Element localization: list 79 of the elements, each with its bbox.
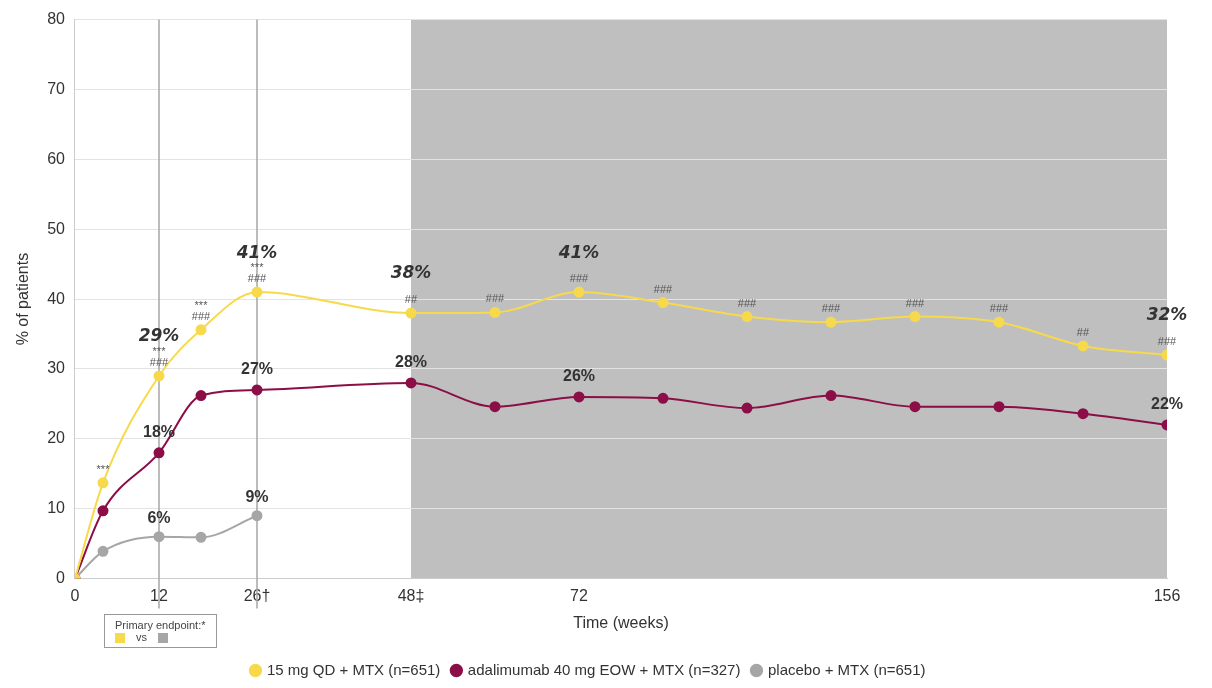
- y-tick-label: 50: [47, 219, 66, 237]
- data-label: 41%: [557, 241, 600, 262]
- data-label: 32%: [1146, 304, 1188, 325]
- annotation: ###: [191, 309, 212, 322]
- annotation: ###: [485, 292, 506, 305]
- annotation: ###: [653, 282, 674, 295]
- legend-label: placebo + MTX (n=651): [767, 660, 926, 678]
- point: [657, 392, 669, 404]
- point: [97, 545, 109, 557]
- point: [97, 505, 109, 517]
- x-tick-label: 48‡: [397, 586, 425, 604]
- point: [195, 324, 207, 336]
- data-label: 38%: [390, 262, 432, 283]
- x-axis-title: Time (weeks): [573, 613, 669, 631]
- data-label: 27%: [240, 360, 274, 378]
- point: [489, 401, 501, 413]
- point: [1077, 340, 1089, 352]
- point: [1077, 408, 1089, 420]
- point: [251, 286, 263, 298]
- point: [195, 531, 207, 543]
- point: [993, 401, 1005, 413]
- annotation: ###: [149, 355, 170, 368]
- point: [405, 377, 417, 389]
- annotation: ***: [152, 344, 167, 357]
- data-label: 29%: [138, 325, 180, 346]
- point: [153, 370, 165, 382]
- data-label: 22%: [1150, 395, 1184, 413]
- data-label: 26%: [562, 367, 596, 385]
- data-label: 28%: [394, 353, 428, 371]
- y-axis-title: % of patients: [14, 252, 32, 346]
- annotation: ###: [989, 302, 1010, 315]
- point: [489, 306, 501, 318]
- point: [741, 311, 753, 323]
- x-tick-label: 0: [70, 586, 80, 604]
- point: [825, 390, 837, 402]
- point: [993, 316, 1005, 328]
- point: [825, 316, 837, 328]
- annotation: ***: [250, 261, 265, 274]
- y-tick-label: 10: [47, 499, 66, 517]
- annotation: ###: [569, 272, 590, 285]
- legend-label: 15 mg QD + MTX (n=651): [266, 660, 441, 678]
- point: [153, 447, 165, 459]
- point: [741, 402, 753, 414]
- x-tick-label: 72: [570, 586, 588, 604]
- y-tick-label: 0: [56, 569, 66, 587]
- annotation: ##: [404, 293, 418, 306]
- point: [909, 401, 921, 413]
- annotation: ###: [821, 302, 842, 315]
- y-tick-label: 60: [47, 149, 66, 167]
- x-tick-label: 26†: [243, 586, 271, 604]
- text: vs: [136, 631, 148, 643]
- point: [195, 390, 207, 402]
- annotation: ###: [1157, 335, 1178, 348]
- data-label: 9%: [245, 488, 269, 506]
- legend-label: adalimumab 40 mg EOW + MTX (n=327): [467, 660, 741, 678]
- point: [909, 311, 921, 323]
- y-tick-label: 30: [47, 359, 66, 377]
- annotation: ##: [1076, 325, 1090, 338]
- point: [405, 307, 417, 319]
- point: [573, 391, 585, 403]
- annotation: ***: [194, 298, 209, 311]
- data-label: 41%: [235, 241, 278, 262]
- annotation: ###: [247, 272, 268, 285]
- point: [573, 286, 585, 298]
- annotation: ###: [737, 296, 758, 309]
- text: Primary endpoint:*: [115, 619, 206, 631]
- point: [657, 297, 669, 309]
- point: [251, 384, 263, 396]
- x-tick-label: 12: [150, 586, 168, 604]
- point: [251, 510, 263, 522]
- data-label: 6%: [147, 509, 171, 527]
- y-tick-label: 70: [47, 79, 66, 97]
- y-tick-label: 20: [47, 429, 66, 447]
- point: [97, 477, 109, 489]
- y-tick-label: 80: [47, 10, 66, 28]
- x-tick-label: 156: [1153, 586, 1181, 604]
- y-tick-label: 40: [47, 289, 66, 307]
- annotation: ###: [905, 296, 926, 309]
- point: [153, 531, 165, 543]
